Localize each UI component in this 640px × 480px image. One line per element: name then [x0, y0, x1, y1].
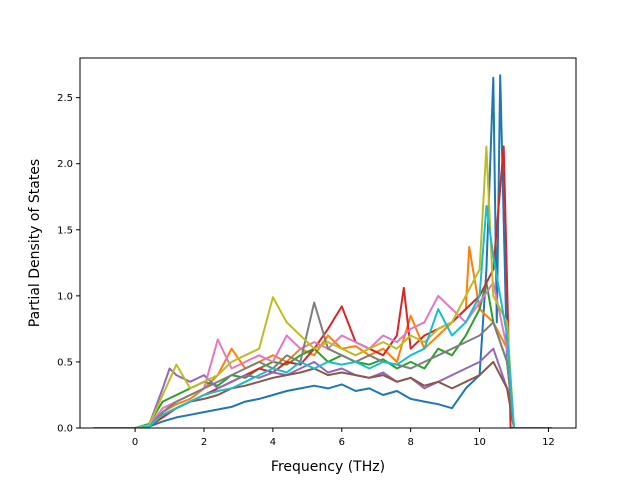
y-tick-label: 0.5 [57, 357, 73, 368]
series-line-8 [93, 301, 552, 428]
series-line-10 [93, 205, 552, 428]
x-tick-label: 12 [542, 437, 555, 448]
x-axis: 0 2 4 6 8 10 12 [132, 428, 555, 448]
x-tick-label: 2 [201, 437, 207, 448]
y-tick-label: 1.5 [57, 225, 73, 236]
y-axis-label: Partial Density of States [27, 159, 43, 327]
x-tick-label: 6 [339, 437, 345, 448]
y-tick-label: 1.0 [57, 291, 73, 302]
y-tick-label: 2.5 [57, 93, 73, 104]
x-axis-label: Frequency (THz) [271, 459, 385, 475]
series-line-9 [93, 145, 552, 428]
y-axis: 0.0 0.5 1.0 1.5 2.0 2.5 [57, 93, 80, 435]
series-layer [93, 74, 552, 428]
series-line-5 [93, 347, 552, 428]
y-tick-label: 2.0 [57, 159, 73, 170]
x-tick-label: 0 [132, 437, 138, 448]
x-tick-label: 10 [473, 437, 486, 448]
x-tick-label: 4 [270, 437, 276, 448]
y-tick-label: 0.0 [57, 424, 73, 435]
series-line-1 [93, 74, 552, 428]
plot-area-frame [79, 57, 577, 429]
x-tick-label: 8 [407, 437, 413, 448]
